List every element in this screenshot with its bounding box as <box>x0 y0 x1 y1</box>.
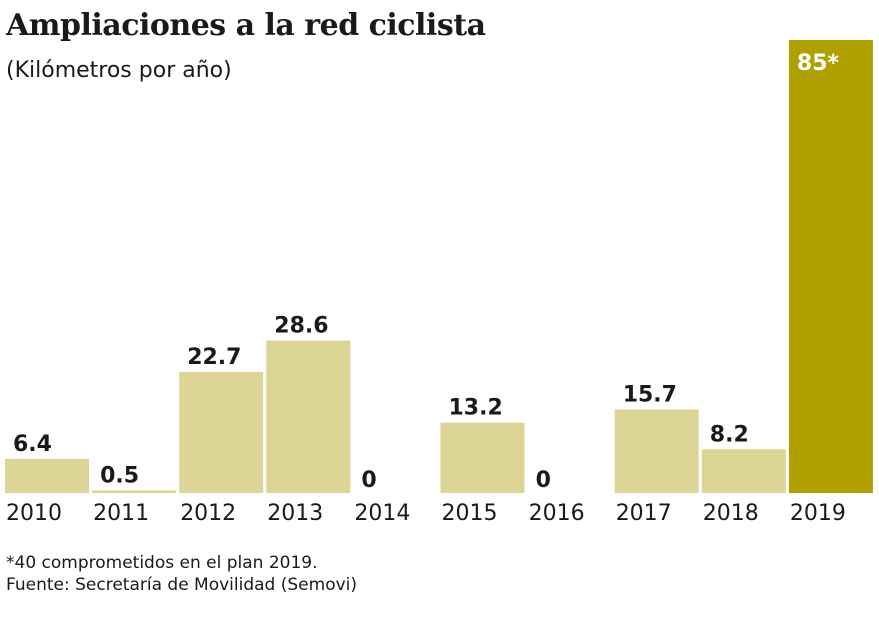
chart-subtitle: (Kilómetros por año) <box>6 58 232 83</box>
data-label-2018: 8.2 <box>710 422 749 447</box>
data-label-2014: 0 <box>361 468 376 493</box>
bar-2011 <box>92 490 177 493</box>
bar-2010 <box>5 458 89 493</box>
x-tick-2014: 2014 <box>354 501 410 526</box>
x-tick-2019: 2019 <box>790 501 846 526</box>
data-label-2017: 15.7 <box>623 382 677 407</box>
data-label-2015: 13.2 <box>449 396 503 421</box>
x-tick-2015: 2015 <box>442 501 498 526</box>
footnote-commitment: *40 comprometidos en el plan 2019. <box>6 553 318 573</box>
data-label-2011: 0.5 <box>100 463 139 488</box>
data-label-2013: 28.6 <box>274 314 328 339</box>
bar-2013 <box>266 340 351 493</box>
bar-2017 <box>614 409 699 493</box>
data-label-2016: 0 <box>536 468 551 493</box>
bar-2015 <box>440 422 525 493</box>
chart-title: Ampliaciones a la red ciclista <box>6 8 486 43</box>
bar-2019 <box>788 40 873 493</box>
x-tick-2016: 2016 <box>529 501 585 526</box>
data-label-2019: 85* <box>797 51 840 76</box>
x-tick-2011: 2011 <box>93 501 149 526</box>
data-label-2012: 22.7 <box>187 345 241 370</box>
footnote-source: Fuente: Secretaría de Movilidad (Semovi) <box>6 575 358 595</box>
bar-chart: 6.4 2010 0.5 2011 22.7 2012 28.6 2013 0 2014 13.2 2… <box>5 40 873 526</box>
bar-2018 <box>701 449 786 493</box>
x-tick-2018: 2018 <box>703 501 759 526</box>
footnotes: *40 comprometidos en el plan 2019. Fuent… <box>6 552 357 596</box>
bar-2012 <box>179 372 264 493</box>
x-tick-2012: 2012 <box>180 501 236 526</box>
data-label-2010: 6.4 <box>13 432 52 457</box>
x-tick-2013: 2013 <box>267 501 323 526</box>
x-tick-2010: 2010 <box>6 501 62 526</box>
x-tick-2017: 2017 <box>616 501 672 526</box>
